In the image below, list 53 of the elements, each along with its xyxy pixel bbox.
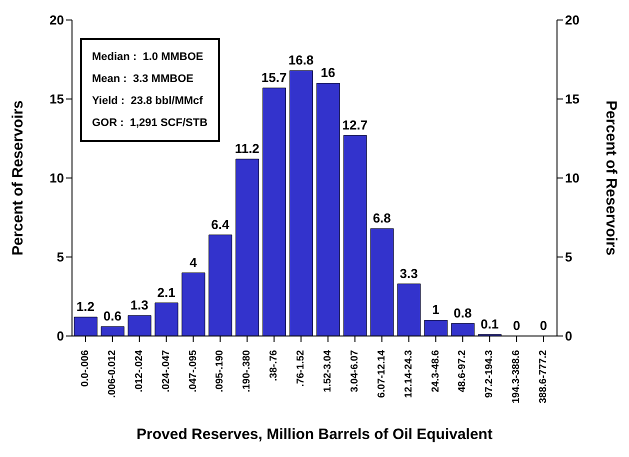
y-axis-title: Percent of Reservoirs [9, 100, 26, 256]
data-label: 2.1 [157, 284, 176, 300]
x-tick-label: .006-0.012 [106, 350, 118, 398]
x-tick-label: .024-.047 [160, 350, 172, 392]
data-label: 0.1 [480, 316, 499, 332]
x-tick-label: 24.3-48.6 [430, 350, 442, 392]
x-tick-label: 388.6-777.2 [538, 350, 550, 404]
annotation: Median : 1.0 MMBOE [92, 50, 204, 65]
data-label: 0.8 [454, 305, 472, 320]
y2-tick-label: 15 [565, 92, 580, 107]
x-tick-label: .012-.024 [134, 350, 145, 392]
data-label: 0 [540, 318, 548, 333]
x-tick-label: 97.2-194.3 [484, 350, 496, 398]
data-label: 6.8 [372, 210, 391, 226]
y2-axis-title: Percent of Reservoirs [602, 100, 620, 256]
x-tick-label: 12.14-24.3 [403, 350, 414, 398]
x-tick-label: .095-.190 [214, 350, 226, 392]
data-label: 1 [432, 302, 440, 318]
x-tick-label: 48.6-97.2 [457, 350, 468, 392]
x-tick-label: .047-.095 [188, 350, 199, 392]
x-tick-label: .38-.76 [268, 350, 280, 382]
y-tick-label: 20 [50, 12, 64, 28]
x-tick-label: 3.04-6.07 [349, 350, 360, 392]
y-tick-label: 0 [56, 328, 64, 344]
data-label: 4 [190, 254, 198, 270]
data-label: 11.2 [234, 141, 260, 156]
data-label: 15.7 [261, 70, 287, 85]
data-label: 16.8 [288, 52, 314, 68]
data-label: 1.3 [130, 297, 148, 312]
x-tick-label: 6.07-12.14 [376, 350, 388, 398]
y2-tick-label: 10 [565, 170, 580, 186]
annotation: GOR : 1,291 SCF/STB [92, 116, 208, 131]
x-tick-label: .76-1.52 [296, 350, 307, 387]
y2-tick-label: 20 [565, 12, 580, 28]
x-tick-label: .190-.380 [242, 350, 253, 392]
data-label: 16 [320, 65, 336, 80]
annotation: Mean : 3.3 MMBOE [92, 72, 194, 87]
data-label: 12.7 [342, 117, 368, 132]
data-label: 0 [512, 318, 520, 333]
x-tick-label: 1.52-3.04 [322, 350, 334, 392]
x-axis-title: Proved Reserves, Million Barrels of Oil Equivalent [136, 426, 492, 443]
data-label: 0.6 [103, 308, 122, 324]
y2-tick-label: 5 [565, 250, 572, 265]
y-tick-label: 10 [50, 170, 64, 186]
y2-tick-label: 0 [565, 328, 572, 344]
data-label: 1.2 [76, 299, 95, 314]
y-tick-label: 5 [56, 250, 64, 265]
data-label: 6.4 [211, 216, 230, 232]
annotation: Yield : 23.8 bbl/MMcf [92, 94, 204, 109]
x-tick-label: 0.0-.006 [80, 350, 91, 387]
y-tick-label: 15 [50, 92, 64, 107]
data-label: 3.3 [400, 266, 418, 281]
x-tick-label: 194.3-388.6 [511, 350, 522, 404]
